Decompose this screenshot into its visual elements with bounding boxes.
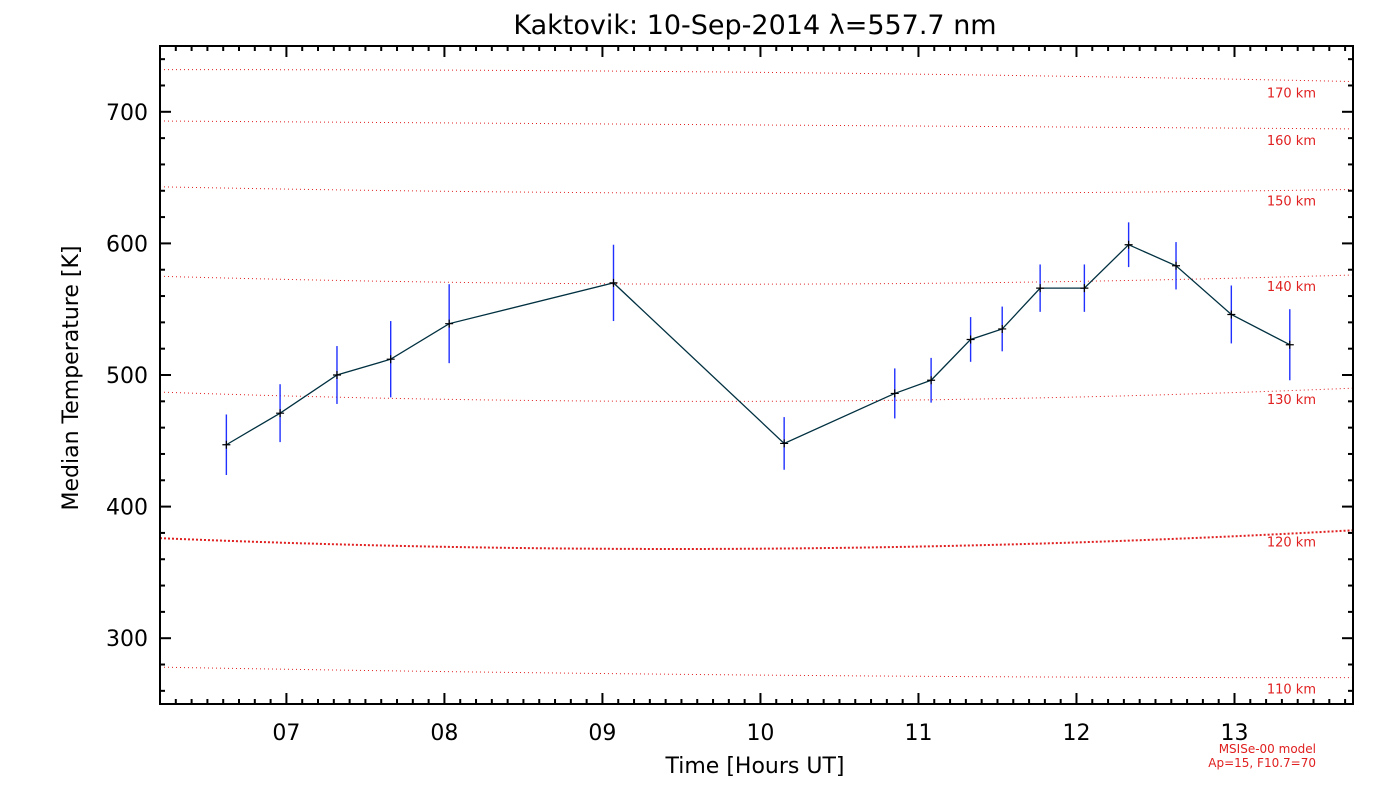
x-tick-label: 13 — [1220, 721, 1248, 746]
altitude-curve-120-km — [159, 529, 1354, 550]
data-point — [222, 440, 231, 449]
altitude-label-110-km: 110 km — [1267, 683, 1316, 698]
x-tick-label: 08 — [430, 721, 458, 746]
data-point — [1172, 261, 1181, 270]
data-point — [890, 389, 899, 398]
data-point — [386, 355, 395, 364]
y-tick-label: 300 — [106, 627, 148, 652]
y-tick-label: 400 — [106, 496, 148, 521]
altitude-label-150-km: 150 km — [1267, 194, 1316, 209]
x-tick-label: 11 — [904, 721, 932, 746]
data-point — [1227, 310, 1236, 319]
y-tick-label: 700 — [106, 101, 148, 126]
x-tick-label: 09 — [588, 721, 616, 746]
x-tick-label: 07 — [272, 721, 300, 746]
data-point — [966, 335, 975, 344]
model-note-line-2: Ap=15, F10.7=70 — [1208, 756, 1316, 770]
data-point — [1036, 284, 1045, 293]
data-point — [445, 319, 454, 328]
data-point — [927, 376, 936, 385]
altitude-label-170-km: 170 km — [1267, 87, 1316, 102]
altitude-label-140-km: 140 km — [1267, 280, 1316, 295]
data-point — [1080, 284, 1089, 293]
y-tick-label: 600 — [106, 232, 148, 257]
altitude-curve-130-km — [159, 387, 1354, 402]
altitude-label-120-km: 120 km — [1267, 535, 1316, 550]
altitude-curve-150-km — [159, 186, 1354, 194]
altitude-curve-160-km — [159, 120, 1354, 130]
altitude-label-130-km: 130 km — [1267, 393, 1316, 408]
altitude-curves: 110 km 120 km 130 km 140 km 150 km 160 km 170 … — [159, 69, 1354, 698]
data-point — [276, 409, 285, 418]
axes: 07 08 09 10 11 12 13 300 400 500 600 700 — [106, 45, 1354, 746]
data-point — [609, 278, 618, 287]
y-axis-label: Median Temperature [K] — [59, 246, 84, 511]
altitude-curve-170-km — [159, 69, 1354, 83]
data-point — [1285, 340, 1294, 349]
series-layer — [222, 222, 1294, 476]
altitude-curve-110-km — [159, 666, 1354, 679]
data-point — [780, 439, 789, 448]
x-tick-label: 12 — [1062, 721, 1090, 746]
altitude-label-160-km: 160 km — [1267, 134, 1316, 149]
altitude-curve-140-km — [159, 274, 1354, 285]
model-note-line-1: MSISe-00 model — [1219, 742, 1316, 756]
data-point — [332, 371, 341, 379]
x-tick-label: 10 — [746, 721, 774, 746]
chart-title: Kaktovik: 10-Sep-2014 λ=557.7 nm — [513, 10, 996, 41]
y-tick-label: 500 — [106, 364, 148, 389]
data-point — [1124, 240, 1133, 249]
data-point — [998, 324, 1007, 333]
x-axis-label: Time [Hours UT] — [665, 754, 845, 779]
series-line — [226, 243, 1291, 446]
